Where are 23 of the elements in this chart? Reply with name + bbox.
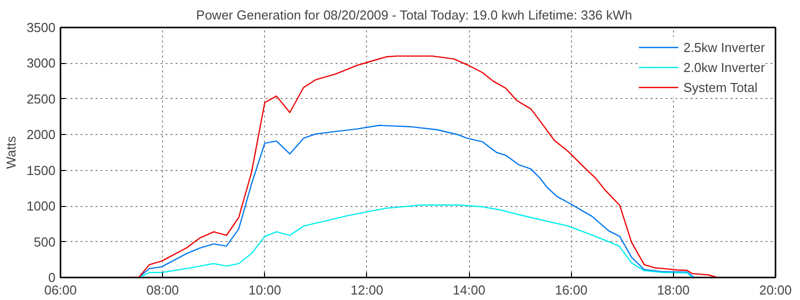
y-tick-label: 2500	[26, 91, 56, 106]
y-axis-title: Watts	[4, 136, 19, 169]
legend-label: 2.0kw Inverter	[683, 60, 765, 74]
x-tick-label: 18:00	[657, 282, 690, 298]
x-tick-label: 08:00	[146, 282, 179, 298]
y-tick-label: 0	[48, 270, 56, 285]
x-tick-label: 14:00	[452, 282, 486, 298]
x-tick-label: 12:00	[350, 282, 384, 298]
y-tick-label: 2000	[26, 127, 56, 142]
legend-label: 2.5kw Inverter	[683, 40, 765, 54]
x-tick-label: 06:00	[44, 282, 77, 298]
line-series	[139, 204, 693, 278]
y-tick-label: 1000	[26, 198, 56, 214]
line-series	[138, 124, 694, 278]
y-tick-label: 500	[34, 234, 56, 250]
y-tick-label: 3500	[26, 20, 56, 35]
x-tick-label: 20:00	[759, 282, 792, 298]
chart-title: Power Generation for 08/20/2009 - Total Today: 19.0 kwh Lifetime: 336 kWh	[196, 8, 632, 22]
legend-label: System Total	[683, 80, 758, 94]
x-tick-label: 16:00	[554, 282, 588, 298]
x-tick-label: 10:00	[248, 282, 282, 298]
y-tick-label: 1500	[26, 162, 56, 178]
y-tick-label: 3000	[26, 56, 56, 71]
